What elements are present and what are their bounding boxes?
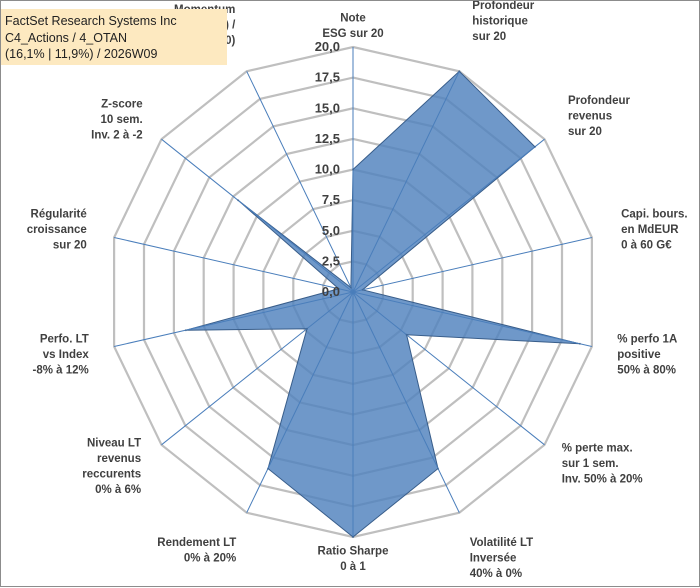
data-point [267,467,269,470]
axis-label-line: 0% à 6% [95,484,141,496]
radial-tick-label: 5,0 [322,223,340,238]
radial-tick-label: 0,0 [322,284,340,299]
axis-label-line: Capi. bours. [621,208,687,220]
data-point [184,329,187,332]
axis-label-line: positive [617,349,660,361]
axis-label-line: reccurents [82,469,141,481]
axis-label-line: 0 à 60 G€ [621,239,672,251]
axis-label-line: Volatilité LT [470,537,533,549]
axis-label-line: 10 sem. [100,114,142,126]
axis-label-line: % perfo 1A [617,333,677,345]
axis-spoke [352,138,545,293]
axis-label-line: historique [472,16,528,28]
axis-label-line: 0% à 20% [184,552,236,564]
axis-label-line: Profondeur [568,95,630,107]
axis-label: Niveau LT revenus reccurents 0% à 6% [82,438,141,497]
data-point [361,288,364,291]
period-label: (16,1% | 11,9%) / 2026W09 [5,47,158,61]
axis-label-line: Inversée [470,552,517,564]
axis-label-line: Inv. 50% à 20% [562,474,643,486]
axis-label-line: Rendement LT [157,537,236,549]
radial-tick-label: 12,5 [315,131,340,146]
axis-spoke [352,71,460,293]
data-point [437,467,439,470]
axis-label-line: croissance [27,224,87,236]
radial-tick-label: 7,5 [322,192,340,207]
axis-spoke [352,237,593,293]
data-area [185,70,581,538]
axis-label-line: vs Index [43,349,90,361]
axis-label-line: revenus [568,110,612,122]
axis-label-line: -8% à 12% [33,364,89,376]
axis-label-line: Note [340,13,366,25]
radial-tick-label: 17,5 [315,70,340,85]
data-point [349,286,352,289]
axis-label: Volatilité LT Inversée 40% à 0% [470,537,533,580]
axis-label: % perfo 1A positive 50% à 80% [617,333,677,376]
data-point [458,70,461,73]
axis-spoke [161,138,354,293]
data-point [534,145,536,148]
portfolio-label: C4_Actions / 4_OTAN [5,30,128,45]
axis-label-line: sur 20 [472,31,506,43]
axis-label: Profondeur revenus sur 20 [568,95,630,138]
axis-label-line: Z-score [101,99,143,111]
company-name: FactSet Research Systems Inc [5,14,177,28]
axis-label: Profondeur historique sur 20 [472,1,534,43]
axis-label: % perte max. sur 1 sem. Inv. 50% à 20% [562,443,643,486]
axis-label-line: ESG sur 20 [322,28,383,40]
axis-label-line: sur 1 sem. [562,458,619,470]
axis-label-line: 50% à 80% [617,364,676,376]
radial-tick-label: 15,0 [315,100,340,115]
axis-label: Capi. bours. en MdEUR 0 à 60 G€ [621,208,687,251]
axis-label-line: Inv. 2 à -2 [91,130,143,142]
axis-label-line: revenus [97,453,141,465]
radial-tick-label: 2,5 [322,253,340,268]
data-point [352,536,354,538]
axis-label-line: Niveau LT [87,438,141,450]
axis-spoke [352,291,593,347]
radial-tick-label: 10,0 [315,162,340,177]
axis-label-line: % perte max. [562,443,633,455]
axis-spoke [246,71,354,293]
data-point [578,342,581,345]
axis-label: Régularité croissance sur 20 [27,209,87,252]
axis-spoke [113,237,354,293]
data-point [352,168,354,171]
data-point [306,327,308,330]
axis-spoke [352,291,545,446]
data-point [237,199,240,202]
axis-label-line: Ratio Sharpe [318,546,389,558]
axis-label-line: sur 20 [53,240,87,252]
axis-label: Z-score 10 sem. Inv. 2 à -2 [91,99,143,142]
data-point [337,287,340,290]
axis-label-line: 40% à 0% [470,568,522,580]
axis-label-line: sur 20 [568,126,602,138]
axis-label: Perfo. LT vs Index -8% à 12% [33,333,90,376]
axis-label-line: en MdEUR [621,224,679,236]
axis-label: Note ESG sur 20 [322,13,383,41]
axis-label: Rendement LT 0% à 20% [157,537,236,565]
axis-label-line: Régularité [31,209,87,221]
data-point [405,333,408,336]
axis-spoke [352,291,460,513]
axis-label-line: Perfo. LT [40,333,89,345]
radial-tick-label: 20,0 [315,39,340,54]
axis-spoke [113,291,354,347]
axis-label: Ratio Sharpe 0 à 1 [318,546,389,574]
axis-label-line: 0 à 1 [340,561,366,573]
axis-label-line: Profondeur [472,1,534,12]
info-box: FactSet Research Systems Inc C4_Actions … [1,9,227,65]
axis-spoke [246,291,354,513]
axis-spoke [161,291,354,446]
